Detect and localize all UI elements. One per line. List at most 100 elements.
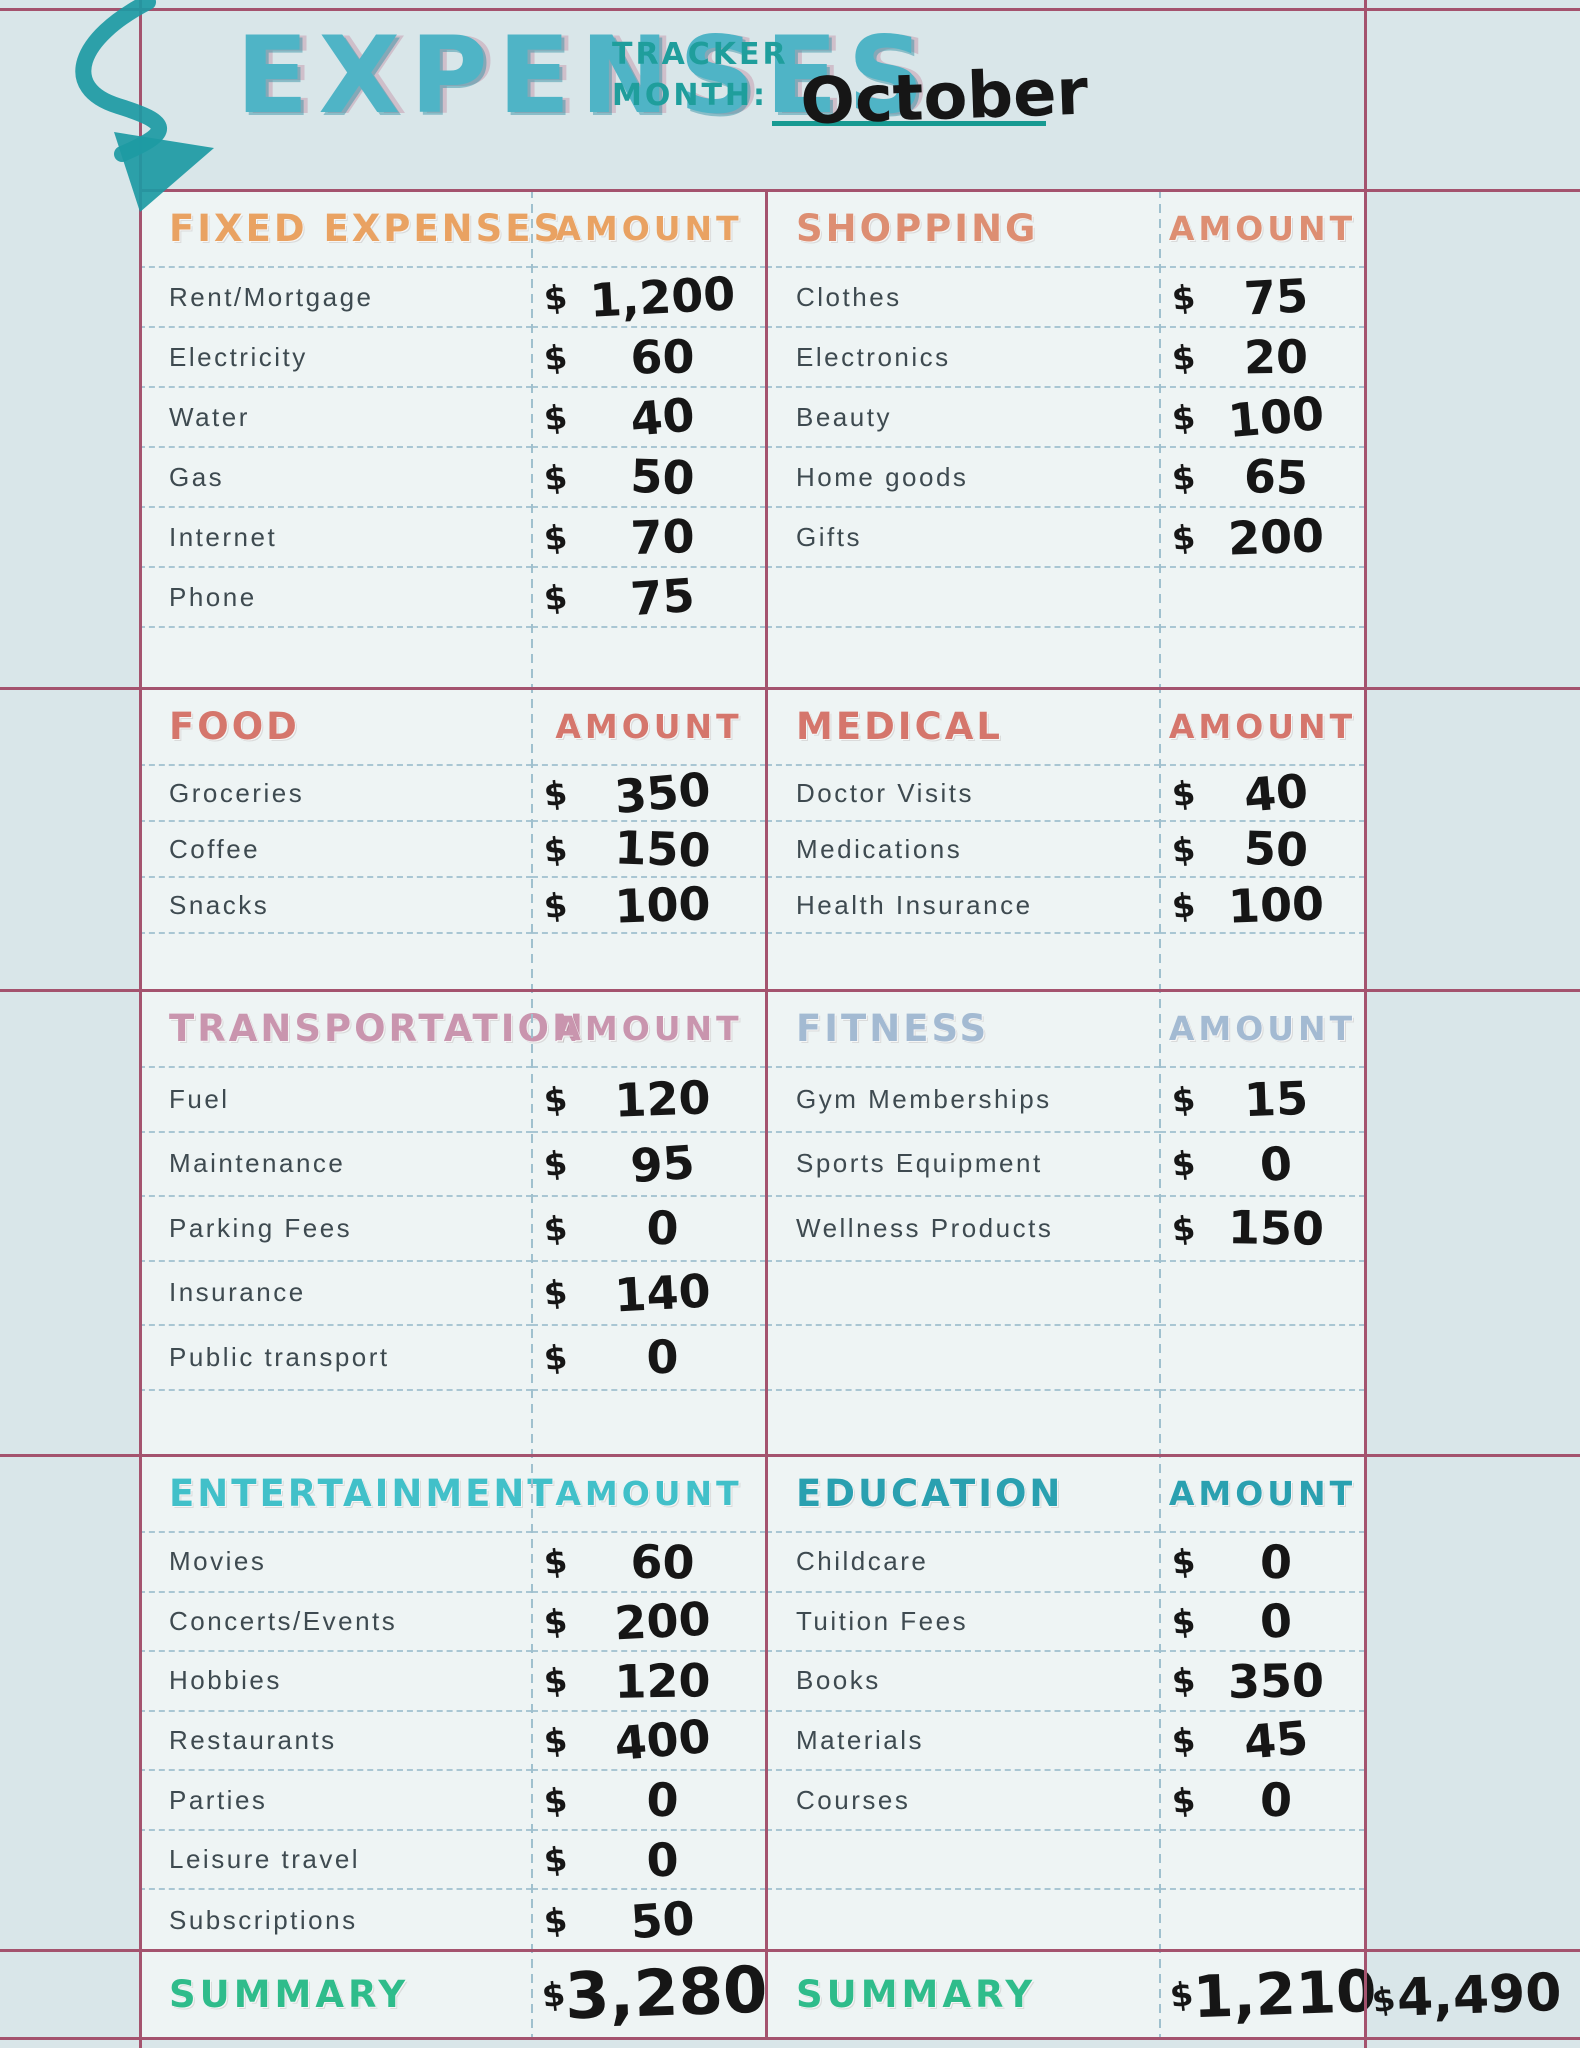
amount-value: 0 [646, 1200, 679, 1256]
expense-amount-cell[interactable]: $150 [1160, 1197, 1365, 1262]
expense-amount-cell[interactable] [532, 628, 766, 688]
divider [139, 189, 1580, 192]
amount-column-label: AMOUNT [555, 208, 743, 248]
expense-amount-cell[interactable]: $45 [1160, 1711, 1365, 1772]
expense-amount-cell[interactable]: $100 [1160, 876, 1365, 934]
expense-amount-cell[interactable] [532, 1391, 766, 1456]
amount-column-label: AMOUNT [1168, 1008, 1357, 1048]
month-underline [772, 121, 1046, 126]
expense-amount-cell[interactable] [1160, 1831, 1365, 1891]
expense-amount-cell[interactable]: $140 [532, 1262, 766, 1326]
expense-label-cell: Electronics [766, 328, 1160, 388]
amount-value: 20 [1243, 329, 1309, 385]
summary-label: SUMMARY [796, 1972, 1037, 2016]
expense-amount-cell[interactable]: $200 [1160, 508, 1365, 568]
expense-label-cell: Concerts/Events [139, 1593, 532, 1653]
summary-left-total-cell[interactable]: $ 3,280 [532, 1950, 769, 2038]
expense-amount-cell[interactable]: $40 [1160, 763, 1365, 823]
expense-amount-cell[interactable] [1160, 934, 1365, 990]
expense-amount-cell[interactable]: $0 [1160, 1133, 1365, 1197]
expense-amount-cell[interactable]: $60 [532, 328, 766, 388]
expense-amount-cell[interactable]: $0 [532, 1197, 766, 1262]
expense-amount-cell[interactable] [1160, 1262, 1365, 1326]
expense-label: Insurance [169, 1277, 306, 1308]
expense-amount-cell[interactable]: $20 [1160, 328, 1365, 388]
expense-amount-cell[interactable]: $200 [532, 1592, 766, 1653]
expense-label-cell: Parties [139, 1771, 532, 1831]
dollar-sign: $ [541, 1271, 570, 1314]
expense-label-cell: Beauty [766, 388, 1160, 448]
expense-label-cell: Leisure travel [139, 1831, 532, 1891]
expense-amount-cell[interactable] [1160, 1391, 1365, 1456]
expense-amount-cell[interactable]: $15 [1160, 1068, 1365, 1133]
expense-amount-cell[interactable]: $100 [1160, 386, 1365, 448]
expense-amount-cell[interactable] [1160, 568, 1365, 628]
amount-column-label: AMOUNT [1168, 706, 1357, 746]
divider [531, 189, 533, 2040]
expense-amount-cell[interactable] [1160, 628, 1365, 688]
expense-label-cell [139, 934, 532, 990]
amount-column-label: AMOUNT [555, 1473, 743, 1513]
expense-amount-cell[interactable] [532, 934, 766, 990]
expense-amount-cell[interactable]: $60 [532, 1533, 766, 1593]
expense-label-cell: Tuition Fees [766, 1593, 1160, 1653]
expense-label-cell [766, 1262, 1160, 1326]
expense-amount-cell[interactable]: $0 [1160, 1771, 1365, 1831]
amount-column-header: AMOUNT [532, 1455, 766, 1533]
summary-left-header: SUMMARY [139, 1950, 532, 2038]
expense-amount-cell[interactable]: $0 [1160, 1533, 1365, 1593]
expense-amount-cell[interactable]: $120 [532, 1652, 766, 1712]
expense-amount-cell[interactable]: $95 [532, 1133, 766, 1197]
expense-amount-cell[interactable]: $120 [532, 1068, 766, 1133]
expense-label-cell: Books [766, 1652, 1160, 1712]
expense-label-cell: Gifts [766, 508, 1160, 568]
expense-amount-cell[interactable] [1160, 1326, 1365, 1391]
expense-amount-cell[interactable]: $1,200 [532, 266, 766, 328]
expense-amount-cell[interactable]: $65 [1160, 448, 1365, 508]
expense-amount-cell[interactable]: $70 [532, 508, 766, 568]
expense-label-cell: Snacks [139, 878, 532, 934]
expense-label: Home goods [796, 461, 969, 492]
expense-label: Fuel [169, 1083, 230, 1114]
expense-amount-cell[interactable]: $50 [532, 1890, 766, 1950]
dollar-sign: $ [541, 1207, 570, 1250]
expense-amount-cell[interactable]: $100 [532, 876, 766, 934]
amount-value: 40 [628, 387, 697, 447]
expense-amount-cell[interactable]: $350 [532, 762, 766, 824]
expense-label-cell [139, 1391, 532, 1456]
expense-amount-cell[interactable]: $150 [532, 820, 766, 878]
expense-label: Gas [169, 461, 225, 492]
expense-label-cell [766, 628, 1160, 688]
expense-label-cell: Water [139, 388, 532, 448]
amount-value: 70 [629, 508, 696, 566]
expense-amount-cell[interactable]: $0 [532, 1326, 766, 1391]
expense-amount-cell[interactable]: $0 [532, 1771, 766, 1831]
divider [0, 1454, 1580, 1457]
expense-amount-cell[interactable]: $50 [532, 448, 766, 508]
band-transportation-fitness: TRANSPORTATION AMOUNT FITNESS AMOUNT Fuel $12… [139, 990, 1365, 1455]
expense-amount-cell[interactable]: $0 [532, 1831, 766, 1891]
expense-amount-cell[interactable]: $50 [1160, 821, 1365, 878]
expense-amount-cell[interactable]: $75 [1160, 268, 1365, 328]
tracker-month-label: TRACKER MONTH: [612, 34, 789, 117]
expense-amount-cell[interactable] [1160, 1890, 1365, 1950]
expense-label-cell [766, 1326, 1160, 1391]
expense-amount-cell[interactable]: $75 [532, 568, 766, 628]
expense-amount-cell[interactable]: $0 [1160, 1593, 1365, 1653]
expense-amount-cell[interactable]: $400 [532, 1709, 766, 1772]
expense-label-cell: Fuel [139, 1068, 532, 1133]
expense-label: Parties [169, 1784, 268, 1815]
dollar-sign: $ [541, 1600, 570, 1643]
expense-amount-cell[interactable]: $40 [532, 387, 766, 448]
grand-total-cell[interactable]: $ 4,490 [1367, 1952, 1576, 2039]
section-title: FITNESS [796, 1006, 990, 1050]
expense-label: Groceries [169, 777, 305, 808]
expense-label: Public transport [169, 1341, 390, 1372]
section-header-right: SHOPPING [766, 190, 1160, 268]
expense-amount-cell[interactable]: $350 [1160, 1652, 1365, 1712]
dollar-sign: $ [541, 1838, 570, 1881]
dollar-sign: $ [1169, 1779, 1198, 1821]
dollar-sign: $ [1169, 1541, 1198, 1583]
summary-right-total-cell[interactable]: $ 1,210 [1160, 1950, 1378, 2038]
